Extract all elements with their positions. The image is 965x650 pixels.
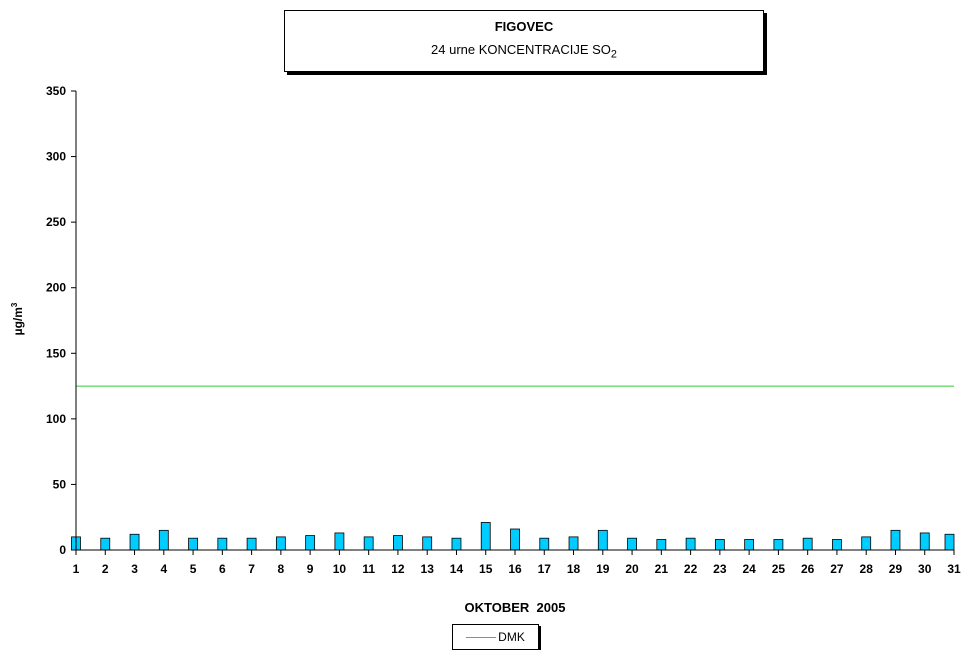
x-tick-label: 21 [655,562,669,576]
bar-day-3 [129,533,140,551]
y-tick-label: 0 [59,543,66,557]
y-axis: 0 50 100 150 200 250 300 350 [46,84,76,557]
bar-day-31 [944,533,955,551]
y-tick-label: 300 [46,150,66,164]
bar-day-12 [393,535,403,551]
bar-day-17 [539,537,550,551]
x-tick-label: 31 [947,562,961,576]
bar-day-13 [422,536,433,551]
x-tick-label: 27 [830,562,844,576]
x-axis: 1 2 3 4 5 6 7 8 9 10 11 12 13 14 15 16 17 18 19 20 21 22 23 24 2… [73,550,961,576]
y-tick-label: 350 [46,84,66,98]
x-tick-label: 30 [918,562,932,576]
chart-title: FIGOVEC [494,19,554,34]
x-tick-label: 14 [450,562,464,576]
y-tick-label: 250 [46,215,66,229]
x-tick-label: 17 [538,562,552,576]
bar-day-24 [744,539,755,551]
bar-day-5 [188,537,198,551]
legend-dmk-label: DMK [498,630,525,644]
bar-day-15 [480,522,491,551]
bar-day-18 [568,536,579,551]
bar-day-2 [100,537,111,551]
x-tick-label: 23 [713,562,727,576]
bar-day-27 [832,539,842,551]
x-tick-label: 3 [131,562,138,576]
bar-day-30 [919,532,930,551]
x-tick-label: 9 [307,562,314,576]
bar-day-10 [334,532,345,551]
x-tick-label: 13 [421,562,435,576]
x-tick-label: 29 [889,562,903,576]
bar-day-26 [802,537,813,551]
chart-subtitle-text: 24 urne KONCENTRACIJE SO [431,42,611,57]
bar-day-29 [890,529,901,551]
x-tick-label: 8 [278,562,285,576]
x-tick-label: 15 [479,562,493,576]
bar-day-22 [685,537,696,551]
x-tick-label: 11 [362,562,375,576]
x-tick-label: 7 [248,562,255,576]
y-axis-title-text: µg/m [11,307,25,335]
x-tick-label: 24 [742,562,756,576]
x-tick-label: 5 [190,562,197,576]
chart-subtitle: 24 urne KONCENTRACIJE SO2 [285,42,763,61]
y-tick-label: 200 [46,281,66,295]
x-tick-label: 25 [772,562,786,576]
x-tick-label: 16 [508,562,522,576]
bar-day-20 [627,537,637,551]
x-tick-label: 22 [684,562,698,576]
bar-day-28 [861,536,872,551]
bar-day-16 [510,528,520,551]
x-tick-label: 1 [73,562,80,576]
bar-day-7 [246,537,257,551]
bar-day-21 [656,539,667,551]
x-tick-label: 26 [801,562,815,576]
bar-day-9 [305,535,316,551]
x-axis-title: OKTOBER 2005 [465,600,566,615]
bars [71,522,955,551]
bar-day-8 [275,536,286,551]
x-tick-label: 6 [219,562,226,576]
bar-day-6 [217,537,228,551]
x-tick-label: 4 [160,562,167,576]
x-tick-label: 19 [596,562,610,576]
bar-day-4 [158,529,169,551]
chart-subtitle-subscript: 2 [610,48,617,61]
y-axis-title: µg/m3 [10,302,25,335]
legend-dmk-line [466,636,497,638]
y-tick-label: 50 [53,477,67,491]
x-tick-label: 18 [567,562,581,576]
legend: DMK [452,624,539,650]
y-tick-label: 150 [46,346,66,360]
bar-day-19 [597,529,608,551]
bar-day-25 [773,539,784,551]
bar-day-11 [363,536,374,551]
x-tick-label: 28 [860,562,874,576]
x-tick-label: 2 [102,562,109,576]
y-axis-title-superscript: 3 [10,302,19,307]
y-tick-label: 100 [46,412,66,426]
bar-day-14 [451,537,462,551]
x-tick-label: 10 [333,562,347,576]
x-tick-label: 12 [391,562,405,576]
x-tick-label: 20 [625,562,639,576]
chart-title-box: FIGOVEC 24 urne KONCENTRACIJE SO2 [284,10,764,72]
bar-day-23 [714,539,725,551]
